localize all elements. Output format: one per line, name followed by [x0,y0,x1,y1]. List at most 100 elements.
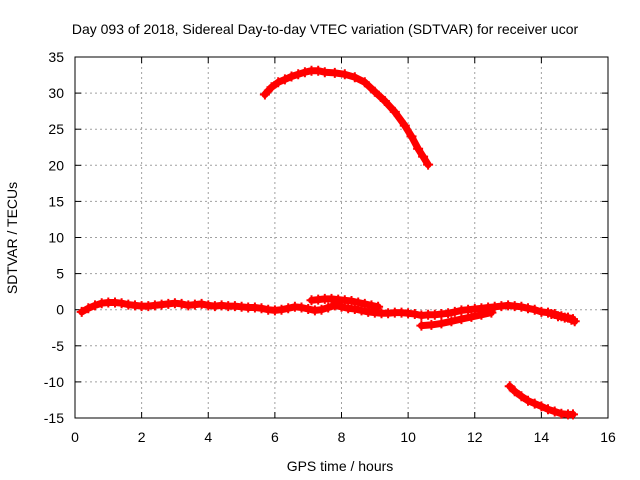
y-tick-label: 5 [56,266,64,282]
data-point [359,77,370,88]
data-point [359,298,370,309]
data-point [456,314,467,325]
data-point [543,404,553,415]
x-tick-label: 16 [600,429,616,445]
data-point [339,69,350,80]
data-point [276,304,287,315]
chart-title: Day 093 of 2018, Sidereal Day-to-day VTE… [72,21,579,37]
data-point [568,409,578,420]
data-point [409,309,420,319]
data-point [329,67,340,78]
data-point [389,106,400,117]
data-point [509,386,520,397]
data-point [299,67,310,78]
data-point [303,304,314,314]
data-point [436,318,447,329]
y-tick-label: 30 [48,85,64,101]
data-points [76,65,580,420]
y-tick-label: 20 [48,157,64,173]
y-tick-label: 0 [56,302,64,318]
x-tick-label: 0 [71,429,79,445]
data-point [366,300,377,311]
x-tick-label: 10 [400,429,416,445]
y-axis-label: SDTVAR / TECUs [4,182,20,294]
series-arc-high [259,65,434,170]
data-point [196,298,207,309]
data-point [353,297,364,308]
y-tick-label: -5 [52,338,65,354]
y-tick-label: 15 [48,193,64,209]
data-point [559,312,570,323]
series-arc-low [504,381,578,420]
data-point [116,298,127,309]
data-point [319,67,330,78]
data-point [549,406,560,417]
data-point [266,82,277,93]
data-point [279,74,290,85]
data-point [293,69,304,80]
data-point [313,65,324,76]
x-tick-label: 14 [534,429,550,445]
grid [75,57,608,418]
data-point [504,381,515,392]
axis-ticks: 0 2 4 6 8 10 12 14 16 35 30 25 20 15 10 5 0 -5 -10 -15 [44,49,616,445]
y-tick-label: 35 [48,49,64,65]
data-point [486,307,497,318]
data-point [416,320,427,331]
data-point [516,301,527,312]
y-tick-label: -10 [44,374,64,390]
data-point [516,391,527,402]
data-point [536,401,547,412]
data-point [399,120,410,131]
data-point [529,398,540,409]
data-point [273,77,284,88]
data-point [369,86,380,97]
data-point [426,319,437,330]
series-band-upper-segment [306,293,384,312]
data-point [423,159,434,170]
data-point [283,303,294,314]
data-point [446,316,457,327]
data-point [76,306,87,317]
data-point [523,303,533,314]
x-tick-label: 2 [138,429,146,445]
data-point [418,151,429,162]
data-point [529,304,540,315]
y-tick-label: -15 [44,410,64,426]
y-tick-label: 25 [48,121,64,137]
series-band-main [76,297,578,325]
data-point [323,302,334,313]
data-point [443,308,454,319]
data-point [406,131,417,142]
data-point [546,309,557,319]
x-tick-label: 12 [467,429,483,445]
data-point [373,301,384,312]
x-tick-label: 4 [204,429,212,445]
data-point [349,304,360,314]
data-point [256,303,267,314]
data-point [356,305,367,316]
data-point [523,395,533,406]
data-point [176,298,187,309]
x-axis-label: GPS time / hours [287,458,394,474]
y-tick-label: 10 [48,230,64,246]
data-point [466,311,477,322]
data-point [553,311,563,322]
data-point [379,96,390,106]
data-point [413,143,424,154]
series-tail-14h [546,309,580,327]
x-tick-label: 6 [271,429,279,445]
series-band-lower-segment [416,307,497,331]
data-point [90,300,100,311]
data-point [476,309,487,320]
data-point [83,303,94,314]
data-point [296,302,307,313]
data-point [259,89,270,100]
data-point [569,316,580,327]
data-point [449,306,460,317]
data-point [316,304,327,315]
data-point [346,296,357,306]
data-point [286,71,297,82]
x-tick-label: 8 [338,429,346,445]
